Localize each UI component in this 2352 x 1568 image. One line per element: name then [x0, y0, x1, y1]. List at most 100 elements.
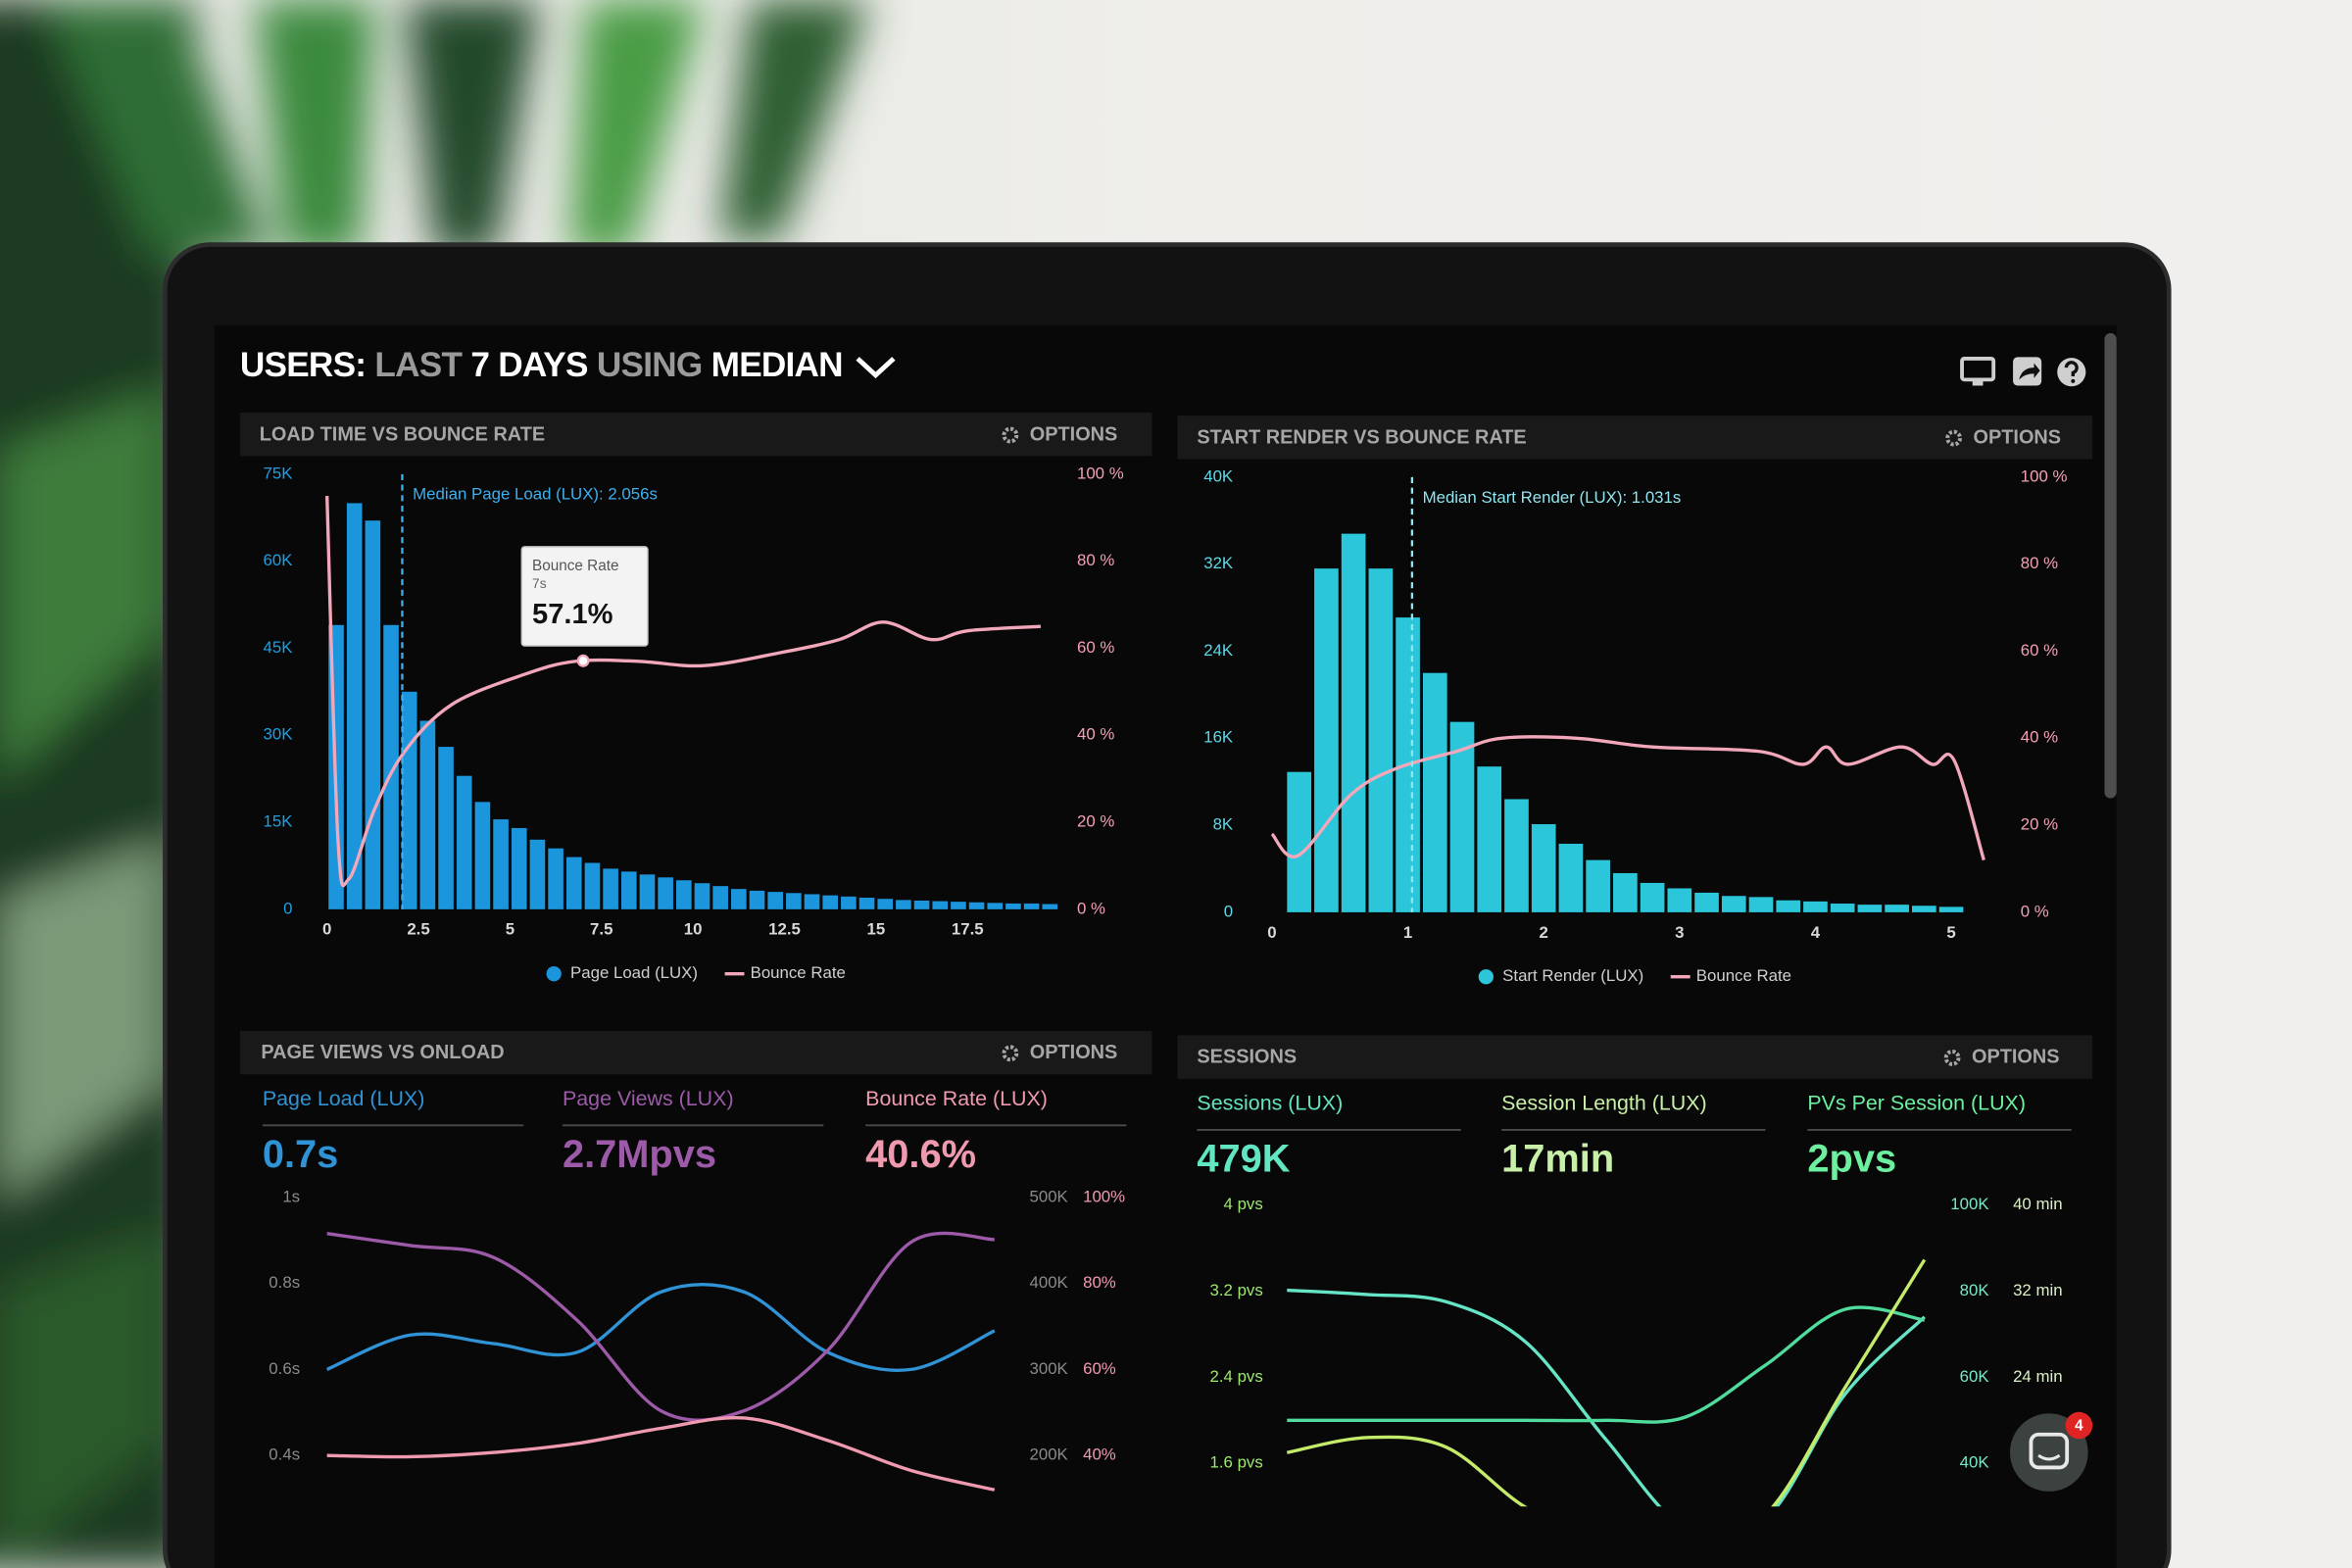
histogram-bar [1341, 533, 1366, 912]
histogram-bar [712, 886, 728, 909]
histogram-bar [694, 883, 710, 909]
y-tick-label: 0.8s [269, 1273, 300, 1292]
histogram-bar [1938, 906, 1964, 912]
tooltip-subtitle: 7s [532, 576, 547, 591]
series-line [1286, 1258, 1927, 1507]
options-button[interactable]: OPTIONS [1030, 423, 1118, 445]
histogram-bar [548, 848, 564, 909]
x-tick-label: 10 [684, 920, 703, 939]
chat-badge-count: 4 [2075, 1417, 2083, 1434]
y-tick-label: 24 min [2013, 1367, 2063, 1386]
y-tick-label: 0.6s [269, 1359, 300, 1378]
series-line [1287, 1305, 1926, 1424]
histogram-bar [1558, 843, 1584, 912]
histogram-bar [932, 901, 949, 909]
title-part: 7 DAYS [470, 346, 588, 384]
y-tick-label: 40 % [1077, 725, 1114, 744]
histogram-bar [1586, 859, 1610, 912]
y-tick-label: 100K [1950, 1195, 1989, 1213]
series-line [1270, 735, 1985, 861]
histogram-bar [1912, 906, 1936, 912]
histogram-bar [858, 898, 875, 909]
y-tick-label: 2.4 pvs [1210, 1367, 1263, 1386]
y-tick-label: 80% [1083, 1273, 1116, 1292]
x-tick-label: 4 [1811, 923, 1821, 942]
plant [0, 0, 870, 1568]
histogram-bar [401, 691, 417, 909]
y-tick-label: 500K [1029, 1187, 1068, 1205]
legend-label: Page Load (LUX) [570, 963, 698, 982]
y-tick-label: 8K [1213, 815, 1234, 834]
y-tick-label: 200K [1029, 1446, 1068, 1464]
panel-title: LOAD TIME VS BOUNCE RATE [260, 423, 545, 445]
x-tick-label: 0 [1267, 923, 1276, 942]
histogram-bar [968, 902, 985, 909]
histogram-bar [1857, 905, 1883, 912]
y-tick-label: 40% [1083, 1446, 1116, 1464]
tooltip-title: Bounce Rate [532, 558, 618, 574]
histogram-bar [786, 893, 802, 909]
share-icon[interactable] [2013, 357, 2042, 386]
y-tick-label: 20 % [2021, 815, 2058, 834]
tooltip-box [520, 546, 649, 647]
histogram-bar [1477, 766, 1502, 912]
y-tick-label: 15K [264, 811, 294, 830]
scrollbar[interactable] [2104, 332, 2117, 799]
y-tick-label: 100 % [2021, 466, 2068, 485]
histogram-bar [913, 900, 930, 909]
options-button[interactable]: OPTIONS [1974, 426, 2062, 448]
panel-header [239, 1030, 1152, 1075]
kpi-label: Bounce Rate (LUX) [865, 1087, 1048, 1110]
series-line [326, 1231, 995, 1422]
x-tick-label: 0 [322, 920, 331, 939]
y-tick-label: 1.6 pvs [1210, 1453, 1263, 1472]
screen [214, 325, 2117, 1568]
legend-dot [1478, 969, 1494, 985]
options-button[interactable]: OPTIONS [1972, 1047, 2060, 1068]
monitor-icon[interactable] [1960, 357, 1996, 386]
histogram-bar [1776, 900, 1801, 912]
histogram-bar [1613, 872, 1638, 912]
dropdown-chevron[interactable] [856, 357, 896, 379]
y-tick-label: 100% [1083, 1187, 1125, 1205]
y-tick-label: 0 [283, 899, 292, 917]
x-tick-label: 5 [506, 920, 514, 939]
histogram-bar [365, 520, 381, 909]
y-tick-label: 300K [1029, 1359, 1068, 1378]
y-tick-label: 60 % [1077, 638, 1114, 657]
histogram-bar [565, 857, 582, 909]
histogram-bar [896, 900, 911, 909]
histogram-bar [639, 874, 656, 909]
x-tick-label: 2.5 [407, 920, 429, 939]
legend-label: Start Render (LUX) [1502, 966, 1643, 985]
legend: Start Render (LUX) Bounce Rate [1478, 966, 1791, 985]
chat-widget[interactable]: 4 [2010, 1411, 2093, 1492]
histogram-bar [767, 892, 783, 909]
gear-icon [1002, 1045, 1019, 1062]
y-tick-label: 45K [264, 638, 294, 657]
panel-header [1177, 416, 2093, 460]
kpi-value: 40.6% [865, 1133, 976, 1176]
histogram-bar [438, 747, 454, 909]
histogram-bar [1885, 905, 1909, 912]
histogram-bar [1830, 904, 1855, 912]
legend-dot [546, 966, 562, 982]
x-tick-label: 2 [1540, 923, 1548, 942]
x-tick-label: 17.5 [952, 920, 984, 939]
panel-header [239, 413, 1152, 457]
kpi-label: Page Load (LUX) [263, 1087, 425, 1110]
help-icon[interactable] [2057, 358, 2086, 387]
series-line [326, 1415, 996, 1492]
options-button[interactable]: OPTIONS [1030, 1042, 1118, 1063]
histogram-bar [676, 880, 692, 909]
legend-label: Bounce Rate [751, 963, 846, 982]
y-tick-label: 80 % [2021, 554, 2058, 572]
x-tick-label: 1 [1403, 923, 1412, 942]
x-tick-label: 12.5 [768, 920, 801, 939]
y-tick-label: 20 % [1077, 811, 1114, 830]
y-tick-label: 40K [1203, 466, 1234, 485]
kpi-label: Sessions (LUX) [1197, 1092, 1343, 1115]
x-tick-label: 3 [1675, 923, 1684, 942]
x-tick-label: 15 [867, 920, 886, 939]
